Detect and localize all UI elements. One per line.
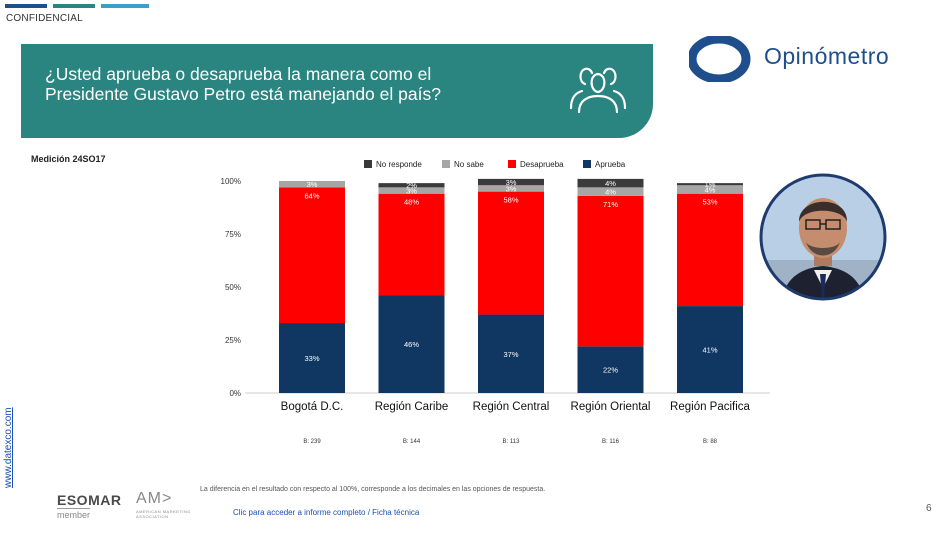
- question-banner: ¿Usted aprueba o desaprueba la manera co…: [21, 44, 653, 138]
- confidential-label: CONFIDENCIAL: [6, 13, 83, 24]
- data-label: 3%: [506, 178, 517, 187]
- website-link[interactable]: www.datexco.com: [3, 407, 14, 488]
- bar-segment: [677, 193, 743, 307]
- header-bar-3: [101, 4, 149, 8]
- data-label: 53%: [702, 198, 717, 207]
- data-label: 4%: [605, 188, 616, 197]
- data-label: 22%: [603, 366, 618, 375]
- bar-segment: [577, 346, 644, 393]
- header-bar-1: [5, 4, 47, 8]
- base-label: B: 239: [303, 439, 321, 445]
- x-tick-label: Región Oriental: [571, 401, 651, 413]
- data-label: 3%: [307, 180, 318, 189]
- header-bar-2: [53, 4, 95, 8]
- data-label: 4%: [605, 179, 616, 188]
- y-tick-label: 25%: [225, 336, 241, 345]
- data-label: 3%: [506, 184, 517, 193]
- y-tick-label: 75%: [225, 230, 241, 239]
- x-tick-label: Región Pacifica: [670, 401, 751, 413]
- data-label: 37%: [503, 350, 518, 359]
- bar-segment: [677, 185, 743, 194]
- legend-swatch: [508, 160, 516, 168]
- legend-label: No sabe: [454, 160, 484, 169]
- legend-swatch: [442, 160, 450, 168]
- ama-subtitle: AMERICAN MARKETING ASSOCIATION: [136, 509, 192, 519]
- data-label: 1%: [705, 180, 716, 189]
- bar-segment: [478, 185, 544, 192]
- x-axis: Bogotá D.C. Región Caribe Región Central Re…: [281, 401, 751, 413]
- data-label: 58%: [503, 196, 518, 205]
- bar-segment: [478, 191, 544, 315]
- y-tick-label: 100%: [221, 177, 241, 186]
- chart-bars: 33%64%3%46%48%3%2%37%58%3%3%22%71%4%4%41…: [279, 178, 743, 393]
- data-label: 71%: [603, 200, 618, 209]
- data-label: 41%: [702, 346, 717, 355]
- legend-swatch: [364, 160, 372, 168]
- bar-segment: [279, 187, 345, 324]
- data-label: 46%: [404, 340, 419, 349]
- question-text: ¿Usted aprueba o desaprueba la manera co…: [45, 64, 441, 104]
- legend-label: No responde: [376, 160, 422, 169]
- medicion-label: Medición 24SO17: [31, 154, 106, 164]
- base-label: B: 144: [403, 439, 421, 445]
- bar-segment: [677, 306, 743, 393]
- esomar-logo: ESOMAR: [57, 492, 122, 508]
- data-label: 33%: [304, 354, 319, 363]
- data-label: 48%: [404, 198, 419, 207]
- chart-legend: No responde No sabe Desaprueba Aprueba: [364, 160, 626, 169]
- base-label: B: 88: [703, 439, 718, 445]
- president-photo: [759, 173, 887, 301]
- legend-label: Desaprueba: [520, 160, 564, 169]
- data-label: 4%: [705, 185, 716, 194]
- bar-segment: [677, 183, 743, 186]
- data-label: 64%: [304, 191, 319, 200]
- brand-name: Opinómetro: [764, 43, 890, 69]
- legend-label: Aprueba: [595, 160, 626, 169]
- y-tick-label: 50%: [225, 283, 241, 292]
- bar-segment: [478, 178, 544, 186]
- bar-segment: [378, 187, 445, 194]
- bar-segment: [478, 314, 544, 393]
- bar-segment: [378, 295, 445, 393]
- people-group-icon: [569, 67, 627, 114]
- base-label: B: 116: [602, 439, 620, 445]
- y-tick-label: 0%: [229, 389, 241, 398]
- base-labels: B: 239 B: 144 B: 113 B: 116 B: 88: [303, 439, 717, 445]
- x-tick-label: Región Caribe: [375, 401, 449, 413]
- page-number: 6: [926, 503, 932, 514]
- bar-segment: [279, 181, 345, 188]
- base-label: B: 113: [503, 439, 521, 445]
- opinometro-logo-icon: [689, 36, 751, 82]
- x-tick-label: Bogotá D.C.: [281, 401, 344, 413]
- data-label: 3%: [406, 187, 417, 196]
- ama-logo: AM>: [136, 490, 173, 507]
- esomar-member-label: member: [57, 508, 91, 520]
- bar-segment: [378, 183, 445, 188]
- report-link[interactable]: Clic para acceder a informe completo / F…: [233, 508, 420, 517]
- bar-segment: [279, 323, 345, 393]
- footnote: La diferencia en el resultado con respec…: [200, 486, 546, 493]
- bar-segment: [577, 178, 644, 188]
- data-label: 2%: [406, 181, 417, 190]
- bar-segment: [378, 193, 445, 296]
- bar-segment: [577, 187, 644, 196]
- x-tick-label: Región Central: [473, 401, 550, 413]
- legend-swatch: [583, 160, 591, 168]
- bar-segment: [577, 195, 644, 347]
